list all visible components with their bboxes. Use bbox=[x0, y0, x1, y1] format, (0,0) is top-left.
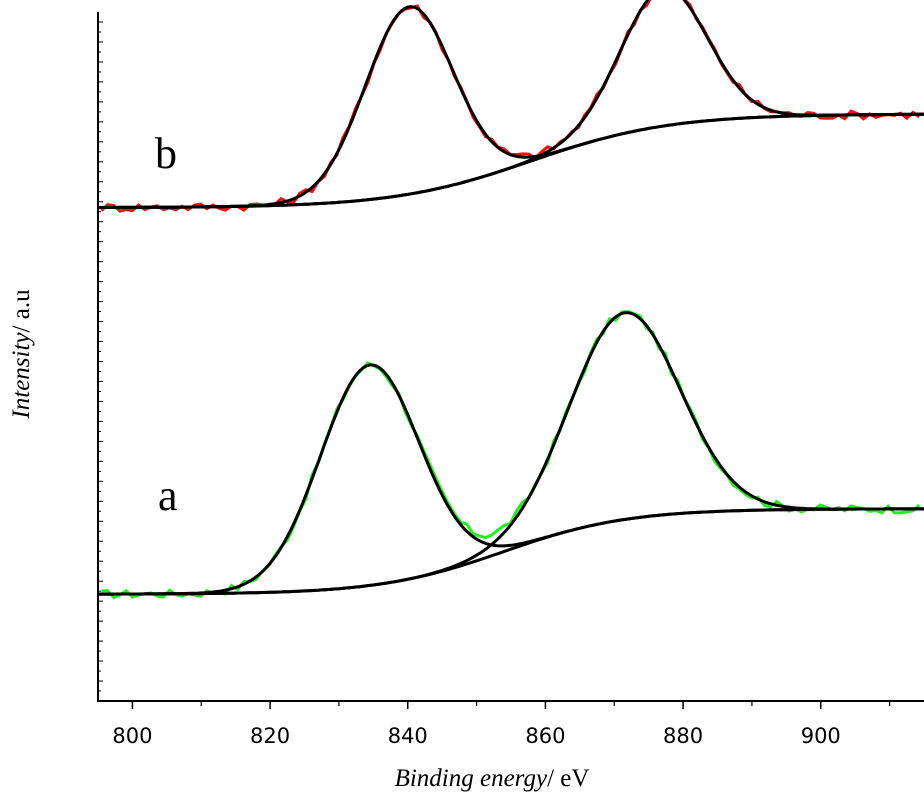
fit-peak-a-2 bbox=[98, 311, 924, 596]
x-axis-label-main: Binding energy bbox=[394, 765, 548, 792]
curve-label-a: a bbox=[158, 471, 178, 520]
experimental-curve-a bbox=[101, 309, 921, 600]
x-tick-label: 800 bbox=[112, 724, 152, 748]
y-axis-label-wrap: Intensity/ a.u bbox=[0, 0, 44, 806]
series-a bbox=[98, 309, 924, 600]
plot-area bbox=[98, 0, 924, 600]
x-axis-label-unit: / eV bbox=[547, 765, 590, 792]
fit-peak-b-1 bbox=[98, 5, 924, 209]
axes bbox=[97, 12, 924, 702]
x-tick-label: 880 bbox=[663, 724, 703, 748]
x-ticks: 800 820 840 860 880 900 bbox=[112, 701, 891, 748]
background-line-b bbox=[98, 112, 924, 209]
curve-label-b: b bbox=[155, 129, 177, 178]
y-axis-label-main: Intensity bbox=[8, 332, 35, 419]
x-axis-label: Binding energy/ eV bbox=[0, 765, 924, 793]
y-ticks bbox=[98, 21, 103, 702]
x-tick-label: 900 bbox=[801, 724, 841, 748]
fit-peak-a-1 bbox=[98, 363, 924, 596]
y-axis-label-unit: / a.u bbox=[8, 289, 35, 333]
fit-peak-b-2 bbox=[98, 0, 924, 209]
x-tick-label: 840 bbox=[388, 724, 428, 748]
y-axis-label: Intensity/ a.u bbox=[8, 289, 36, 418]
series-b bbox=[98, 0, 924, 213]
x-tick-label: 860 bbox=[525, 724, 565, 748]
experimental-curve-b bbox=[100, 0, 921, 213]
x-tick-label: 820 bbox=[250, 724, 290, 748]
